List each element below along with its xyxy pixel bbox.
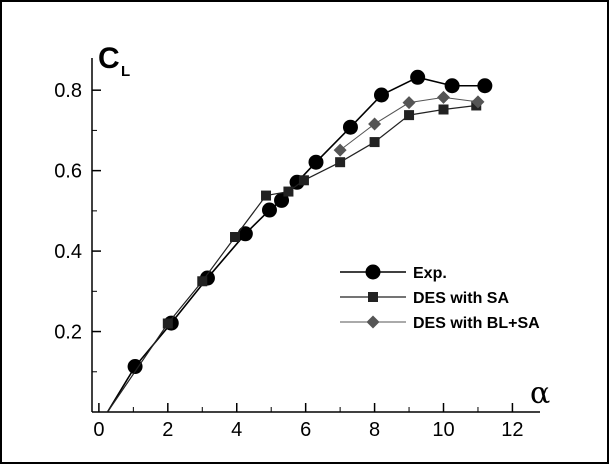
data-point-des-with-bl-sa xyxy=(368,117,382,131)
x-tick-label: 0 xyxy=(93,419,104,441)
y-ticks: 0.2 0.4 0.6 0.8 xyxy=(54,80,101,373)
data-point-exp xyxy=(373,87,389,103)
data-point-des-with-bl-sa xyxy=(402,96,416,110)
y-tick-label: 0.8 xyxy=(54,80,82,102)
data-point-des-with-sa xyxy=(283,186,294,197)
x-tick-label: 2 xyxy=(162,419,173,441)
x-tick-label: 4 xyxy=(231,419,242,441)
y-tick-label: 0.2 xyxy=(54,322,82,344)
legend-marker xyxy=(365,264,381,280)
data-point-exp xyxy=(261,202,277,218)
data-point-des-with-sa xyxy=(404,110,415,121)
series-des-with-sa xyxy=(107,100,482,413)
x-tick-label: 6 xyxy=(300,419,311,441)
data-point-exp xyxy=(308,154,324,170)
x-tick-label: 10 xyxy=(432,419,454,441)
y-axis-label-sub: L xyxy=(121,63,130,80)
series-line-des-with-sa xyxy=(107,104,477,413)
legend-label: Exp. xyxy=(413,265,447,282)
data-point-des-with-bl-sa xyxy=(471,95,485,109)
data-point-des-with-sa xyxy=(438,104,449,115)
series-layer xyxy=(106,69,493,413)
legend-label: DES with BL+SA xyxy=(413,315,540,332)
data-point-des-with-sa xyxy=(230,232,241,243)
data-point-des-with-sa xyxy=(197,276,208,287)
data-point-des-with-bl-sa xyxy=(437,90,451,104)
legend: Exp. DES with SA DES with BL+SA xyxy=(340,264,540,332)
legend-item-des-with-bl-sa: DES with BL+SA xyxy=(340,315,540,332)
data-point-exp xyxy=(342,119,358,135)
series-line-exp xyxy=(106,76,485,413)
x-tick-label: 12 xyxy=(501,419,523,441)
data-point-des-with-sa xyxy=(335,157,346,168)
data-point-des-with-sa xyxy=(261,190,272,201)
y-tick-label: 0.6 xyxy=(54,161,82,183)
data-point-exp xyxy=(410,69,426,85)
data-point-des-with-sa xyxy=(298,175,309,186)
axes xyxy=(91,58,540,413)
data-point-des-with-sa xyxy=(369,137,380,148)
legend-item-exp: Exp. xyxy=(340,264,447,282)
x-tick-label: 8 xyxy=(369,419,380,441)
legend-item-des-with-sa: DES with SA xyxy=(340,290,509,307)
legend-marker xyxy=(366,315,380,329)
legend-label: DES with SA xyxy=(413,290,509,307)
legend-marker xyxy=(368,292,378,302)
data-point-exp xyxy=(127,359,143,375)
series-des-with-bl-sa xyxy=(333,90,485,157)
x-ticks: 0 2 4 6 8 10 12 xyxy=(93,403,524,441)
data-point-des-with-bl-sa xyxy=(333,143,347,157)
data-point-des-with-sa xyxy=(162,318,173,329)
data-point-exp xyxy=(274,192,290,208)
y-axis-label-main: C xyxy=(98,42,120,75)
series-exp xyxy=(106,69,493,413)
y-tick-label: 0.4 xyxy=(54,241,82,263)
data-point-exp xyxy=(477,78,493,94)
y-axis-label: C L xyxy=(98,42,130,80)
data-point-exp xyxy=(444,78,460,94)
x-axis-label: α xyxy=(530,376,550,411)
